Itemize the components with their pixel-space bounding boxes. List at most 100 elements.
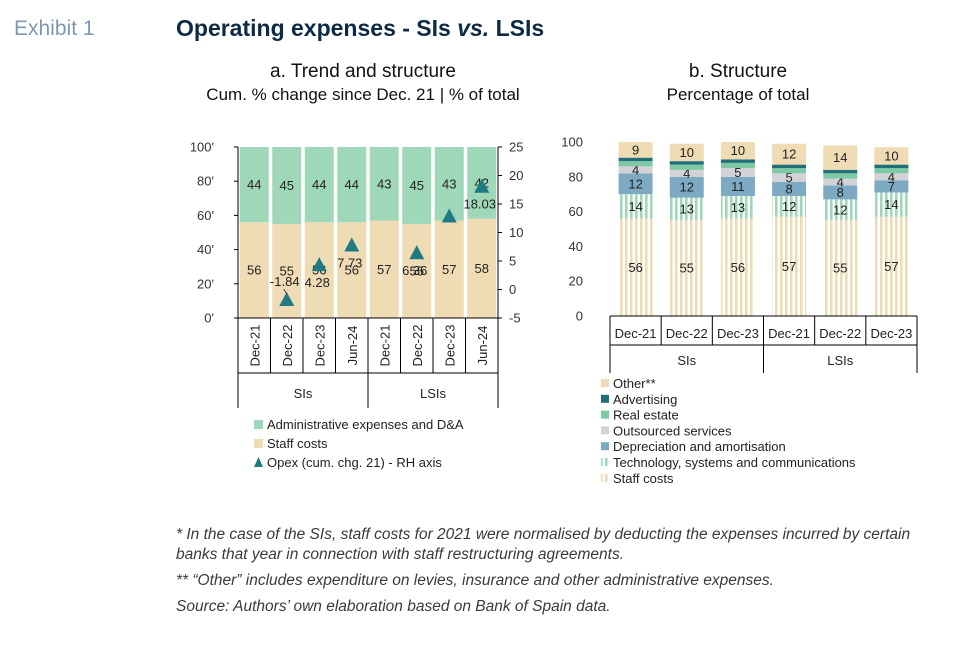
right-tick-label: 20 xyxy=(509,168,523,183)
bar-advertising xyxy=(772,164,807,169)
y-tick-label: 60 xyxy=(569,204,583,219)
legend-text-other: Other** xyxy=(613,376,656,391)
bar-value-label: 55 xyxy=(833,261,847,276)
y-tick-label: 20 xyxy=(569,274,583,289)
bar-value-label: 10 xyxy=(680,145,694,160)
opex-marker-label: -1.84 xyxy=(270,274,300,289)
group-label-lsis: LSIs xyxy=(827,353,854,368)
chart-trend-and-structure: 56445545564456445743554557435842100'80'6… xyxy=(190,140,524,471)
title-part-1: Operating expenses - SIs xyxy=(176,15,458,41)
title-part-2: LSIs xyxy=(489,15,545,41)
bar-value-label: 58 xyxy=(475,261,489,276)
bar-value-label: 45 xyxy=(410,178,424,193)
bar-value-label: 56 xyxy=(247,263,261,278)
bar-value-label: 10 xyxy=(884,148,898,163)
bar-staff-costs xyxy=(467,218,497,318)
bar-other xyxy=(823,145,858,170)
bar-other xyxy=(772,143,807,165)
chart-structure: 5614124955131241056131151057128512551284… xyxy=(561,135,918,486)
legend-swatch-real-estate xyxy=(601,410,609,419)
bar-value-label: 57 xyxy=(442,262,456,277)
bar-advertising xyxy=(618,157,653,162)
category-label: Dec-21 xyxy=(615,326,657,341)
bar-value-label: 43 xyxy=(377,176,391,191)
bar-staff-costs xyxy=(669,220,704,316)
category-label: Dec-23 xyxy=(442,325,457,367)
opex-marker-label: 4.28 xyxy=(305,275,330,290)
bar-outsourced-services xyxy=(720,168,755,177)
bar-value-label: 13 xyxy=(731,200,745,215)
y-tick-label: 100 xyxy=(561,135,583,150)
bar-value-label: 56 xyxy=(731,260,745,275)
left-tick-label: 100' xyxy=(190,140,214,155)
panel-b-heading: b. Structure Percentage of total xyxy=(620,61,856,105)
legend-text-advertising: Advertising xyxy=(613,392,677,407)
bar-value-label: 10 xyxy=(731,143,745,158)
bar-administrative-expenses-and-d-a xyxy=(239,147,269,223)
footnotes: * In the case of the SIs, staff costs fo… xyxy=(176,525,946,623)
bar-staff-costs xyxy=(874,216,909,316)
bar-staff-costs xyxy=(239,222,269,318)
legend-opex-marker-text: Opex (cum. chg. 21) - RH axis xyxy=(267,455,442,470)
opex-marker xyxy=(344,237,360,252)
category-label: Dec-21 xyxy=(247,325,262,367)
bar-outsourced-services xyxy=(772,173,807,183)
left-tick-label: 20' xyxy=(197,276,214,291)
legend-swatch-other xyxy=(601,379,609,387)
opex-marker xyxy=(474,178,490,193)
panel-a-title: a. Trend and structure xyxy=(270,61,456,82)
group-label-lsis: LSIs xyxy=(420,386,447,401)
bar-real-estate xyxy=(618,161,653,167)
left-tick-label: 60' xyxy=(197,208,214,223)
legend-admin-expenses-swatch xyxy=(254,420,263,429)
bar-depreciation-and-amortisation xyxy=(772,182,807,196)
right-tick-label: -5 xyxy=(509,311,521,326)
legend-text-real-estate: Real estate xyxy=(613,408,679,423)
bar-value-label: 4 xyxy=(683,166,690,181)
bar-advertising xyxy=(669,161,704,165)
bar-technology-systems-and-communications xyxy=(669,197,704,221)
opex-marker-label: 18.03 xyxy=(463,197,496,212)
category-label: Jun-24 xyxy=(345,326,360,366)
bar-value-label: 14 xyxy=(884,197,898,212)
bar-value-label: 12 xyxy=(782,147,796,162)
bar-value-label: 14 xyxy=(833,150,847,165)
opex-marker xyxy=(409,245,425,260)
bar-value-label: 12 xyxy=(782,199,796,214)
bar-value-label: 8 xyxy=(785,181,792,196)
bar-staff-costs xyxy=(434,220,464,318)
opex-marker-label: 6.36 xyxy=(402,263,427,278)
right-tick-label: 10 xyxy=(509,225,523,240)
category-label: Dec-21 xyxy=(768,326,810,341)
bar-value-label: 56 xyxy=(345,263,359,278)
bar-value-label: 4 xyxy=(632,162,639,177)
bar-advertising xyxy=(823,169,858,174)
left-tick-label: 0' xyxy=(204,311,214,326)
legend-text-technology-systems-and-communications: Technology, systems and communications xyxy=(613,455,856,470)
bar-value-label: 4 xyxy=(888,169,895,184)
exhibit-label: Exhibit 1 xyxy=(14,17,95,40)
panel-b-subtitle: Percentage of total xyxy=(666,85,810,104)
legend-swatch-staff-costs xyxy=(601,473,609,482)
bar-administrative-expenses-and-d-a xyxy=(402,147,432,224)
bar-value-label: 4 xyxy=(837,175,844,190)
category-label: Dec-23 xyxy=(870,326,912,341)
legend-swatch-depreciation-and-amortisation xyxy=(601,442,609,451)
panel-a-heading: a. Trend and structure Cum. % change sin… xyxy=(180,61,546,105)
bar-other xyxy=(720,142,755,160)
bar-value-label: 8 xyxy=(837,185,844,200)
bar-value-label: 56 xyxy=(628,260,642,275)
opex-marker-label: 7.73 xyxy=(337,255,362,270)
panel-a-subtitle: Cum. % change since Dec. 21 | % of total xyxy=(206,85,520,104)
bar-real-estate xyxy=(720,162,755,169)
bar-administrative-expenses-and-d-a xyxy=(369,147,399,221)
bar-depreciation-and-amortisation xyxy=(874,180,909,193)
category-label: Dec-21 xyxy=(377,325,392,367)
bar-value-label: 5 xyxy=(734,165,741,180)
legend-swatch-outsourced-services xyxy=(601,426,609,435)
footnote-staff-normalisation: * In the case of the SIs, staff costs fo… xyxy=(176,526,911,563)
bar-depreciation-and-amortisation xyxy=(618,173,653,195)
bar-value-label: 12 xyxy=(680,180,694,195)
bar-real-estate xyxy=(874,168,909,174)
bar-staff-costs xyxy=(618,218,653,316)
